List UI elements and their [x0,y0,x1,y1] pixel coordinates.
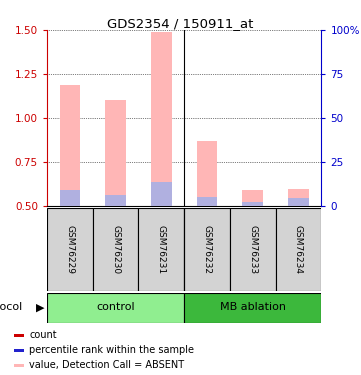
Bar [184,208,230,291]
Text: GSM76230: GSM76230 [111,225,120,274]
Bar [60,85,80,206]
Bar [288,198,309,206]
Bar [197,141,217,206]
Text: count: count [29,330,57,340]
Bar [275,208,321,291]
Bar [230,208,275,291]
Bar [184,292,321,322]
Bar [288,189,309,206]
Bar [151,183,171,206]
Text: control: control [96,303,135,312]
Bar [197,196,217,206]
Text: GSM76234: GSM76234 [294,225,303,274]
Bar [14,334,24,337]
Text: percentile rank within the sample: percentile rank within the sample [29,345,194,355]
Bar [243,202,263,206]
Text: GSM76232: GSM76232 [203,225,212,274]
Text: GDS2354 / 150911_at: GDS2354 / 150911_at [107,17,254,30]
Bar [60,189,80,206]
Bar [47,292,184,322]
Bar [243,190,263,206]
Text: ▶: ▶ [36,303,45,312]
Text: GSM76233: GSM76233 [248,225,257,274]
Bar [138,208,184,291]
Bar [14,364,24,367]
Bar [93,208,138,291]
Text: protocol: protocol [0,303,22,312]
Text: MB ablation: MB ablation [220,303,286,312]
Text: value, Detection Call = ABSENT: value, Detection Call = ABSENT [29,360,184,370]
Bar [151,32,171,206]
Bar [14,349,24,352]
Bar [105,195,126,206]
Bar [47,208,93,291]
Text: GSM76231: GSM76231 [157,225,166,274]
Text: GSM76229: GSM76229 [65,225,74,274]
Bar [105,100,126,206]
